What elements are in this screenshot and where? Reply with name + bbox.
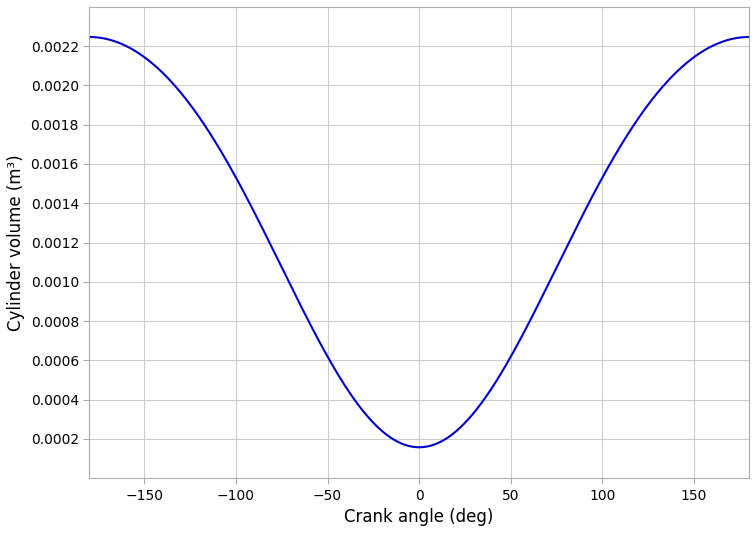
X-axis label: Crank angle (deg): Crank angle (deg) [345,508,494,526]
Y-axis label: Cylinder volume (m³): Cylinder volume (m³) [7,154,25,331]
